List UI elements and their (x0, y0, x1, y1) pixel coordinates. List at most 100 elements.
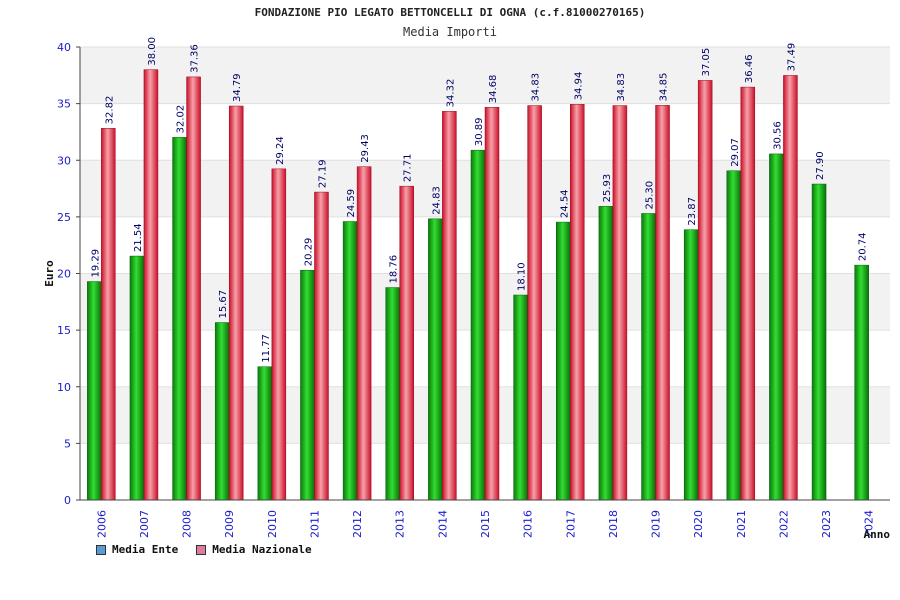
data-label-media-ente: 25.30 (645, 181, 656, 210)
data-label-media-ente: 32.02 (176, 105, 187, 134)
y-tick-label: 30 (57, 154, 71, 167)
plot-band (80, 47, 890, 104)
chart-title: FONDAZIONE PIO LEGATO BETTONCELLI DI OGN… (254, 6, 646, 19)
y-tick-label: 5 (64, 437, 71, 450)
bar-media-nazionale (570, 104, 585, 501)
bar-media-ente (513, 294, 528, 501)
data-label-media-nazionale: 34.32 (445, 79, 456, 108)
bar-media-ente (172, 137, 187, 501)
bar-media-nazionale (101, 128, 116, 501)
x-tick-label: 2013 (394, 510, 407, 538)
data-label-media-ente: 25.93 (602, 174, 613, 203)
bar-media-nazionale (697, 80, 713, 501)
x-tick-label: 2024 (863, 510, 876, 538)
bar-media-nazionale (228, 105, 244, 501)
bar-media-ente (87, 281, 102, 501)
data-label-media-ente: 21.54 (133, 223, 144, 252)
bar-media-nazionale (612, 105, 628, 501)
x-tick-label: 2022 (777, 510, 790, 538)
bar-media-ente (726, 170, 742, 501)
bar-media-ente (342, 221, 358, 501)
data-label-media-nazionale: 34.83 (531, 73, 542, 102)
data-label-media-nazionale: 37.49 (786, 43, 797, 72)
legend-swatch-ente (96, 544, 106, 555)
bar-media-ente (257, 366, 273, 501)
data-label-media-nazionale: 37.05 (701, 48, 712, 77)
bar-media-ente (598, 206, 614, 501)
x-tick-label: 2016 (522, 510, 535, 538)
bar-media-nazionale (783, 75, 798, 501)
bar-media-nazionale (399, 185, 414, 501)
bar-media-ente (300, 269, 315, 501)
data-label-media-ente: 18.10 (517, 262, 528, 291)
bar-media-nazionale (527, 105, 542, 501)
chart-legend: Media Ente Media Nazionale (96, 543, 312, 556)
data-label-media-nazionale: 32.82 (104, 96, 115, 125)
bar-media-nazionale (356, 166, 372, 501)
y-tick-label: 20 (57, 268, 71, 281)
data-label-media-ente: 24.54 (559, 189, 570, 218)
bar-media-nazionale (484, 106, 500, 501)
data-label-media-ente: 24.59 (346, 189, 357, 218)
y-axis-title: Euro (43, 260, 56, 287)
legend-label-nazionale: Media Nazionale (212, 543, 312, 556)
x-axis-title: Anno (864, 528, 891, 541)
data-label-media-ente: 23.87 (687, 197, 698, 226)
x-tick-label: 2019 (650, 510, 663, 538)
data-label-media-ente: 24.83 (431, 186, 442, 215)
bar-media-ente (214, 322, 230, 501)
y-tick-label: 15 (57, 324, 71, 337)
bar-media-nazionale (143, 69, 159, 501)
x-tick-label: 2020 (692, 510, 705, 538)
bar-media-ente (641, 213, 656, 501)
data-label-media-ente: 30.89 (474, 118, 485, 147)
x-tick-label: 2012 (351, 510, 364, 538)
x-tick-label: 2018 (607, 510, 620, 538)
legend-swatch-nazionale (196, 544, 207, 555)
data-label-media-ente: 19.29 (90, 249, 101, 278)
legend-item-ente: Media Ente (96, 543, 178, 556)
bar-media-ente (129, 255, 145, 501)
bar-media-ente (470, 149, 486, 501)
x-tick-label: 2007 (138, 510, 151, 538)
bar-media-ente (385, 287, 400, 501)
bar-media-ente (811, 183, 827, 501)
bar-media-nazionale (271, 168, 287, 501)
data-label-media-nazionale: 29.43 (360, 134, 371, 163)
x-tick-label: 2023 (820, 510, 833, 538)
y-tick-label: 25 (57, 211, 71, 224)
data-label-media-nazionale: 37.36 (190, 44, 201, 73)
data-label-media-ente: 29.07 (730, 138, 741, 167)
data-label-media-ente: 27.90 (815, 151, 826, 180)
data-label-media-nazionale: 27.19 (317, 159, 328, 188)
data-label-media-nazionale: 34.79 (232, 73, 243, 102)
data-label-media-nazionale: 34.83 (616, 73, 627, 102)
x-tick-label: 2006 (95, 510, 108, 538)
x-tick-label: 2010 (266, 510, 279, 538)
y-tick-label: 40 (57, 41, 71, 54)
y-tick-label: 10 (57, 381, 71, 394)
data-label-media-nazionale: 34.85 (659, 73, 670, 102)
bar-media-ente (769, 153, 784, 501)
x-tick-label: 2017 (564, 510, 577, 538)
data-label-media-ente: 11.77 (261, 334, 272, 363)
bar-media-ente (854, 264, 869, 501)
x-tick-label: 2009 (223, 510, 236, 538)
y-tick-label: 35 (57, 98, 71, 111)
data-label-media-nazionale: 34.68 (488, 75, 499, 104)
data-label-media-ente: 20.29 (303, 238, 314, 267)
y-tick-label: 0 (64, 494, 71, 507)
x-tick-label: 2008 (181, 510, 194, 538)
data-label-media-nazionale: 36.46 (744, 54, 755, 83)
data-label-media-nazionale: 29.24 (275, 136, 286, 165)
data-label-media-ente: 20.74 (858, 232, 869, 261)
x-tick-label: 2015 (479, 510, 492, 538)
x-tick-label: 2021 (735, 510, 748, 538)
bar-media-ente (556, 221, 571, 501)
data-label-media-nazionale: 34.94 (573, 72, 584, 101)
data-label-media-ente: 18.76 (389, 255, 400, 284)
data-label-media-nazionale: 27.71 (403, 154, 414, 183)
chart-subtitle: Media Importi (403, 25, 497, 39)
bar-media-nazionale (186, 76, 201, 501)
